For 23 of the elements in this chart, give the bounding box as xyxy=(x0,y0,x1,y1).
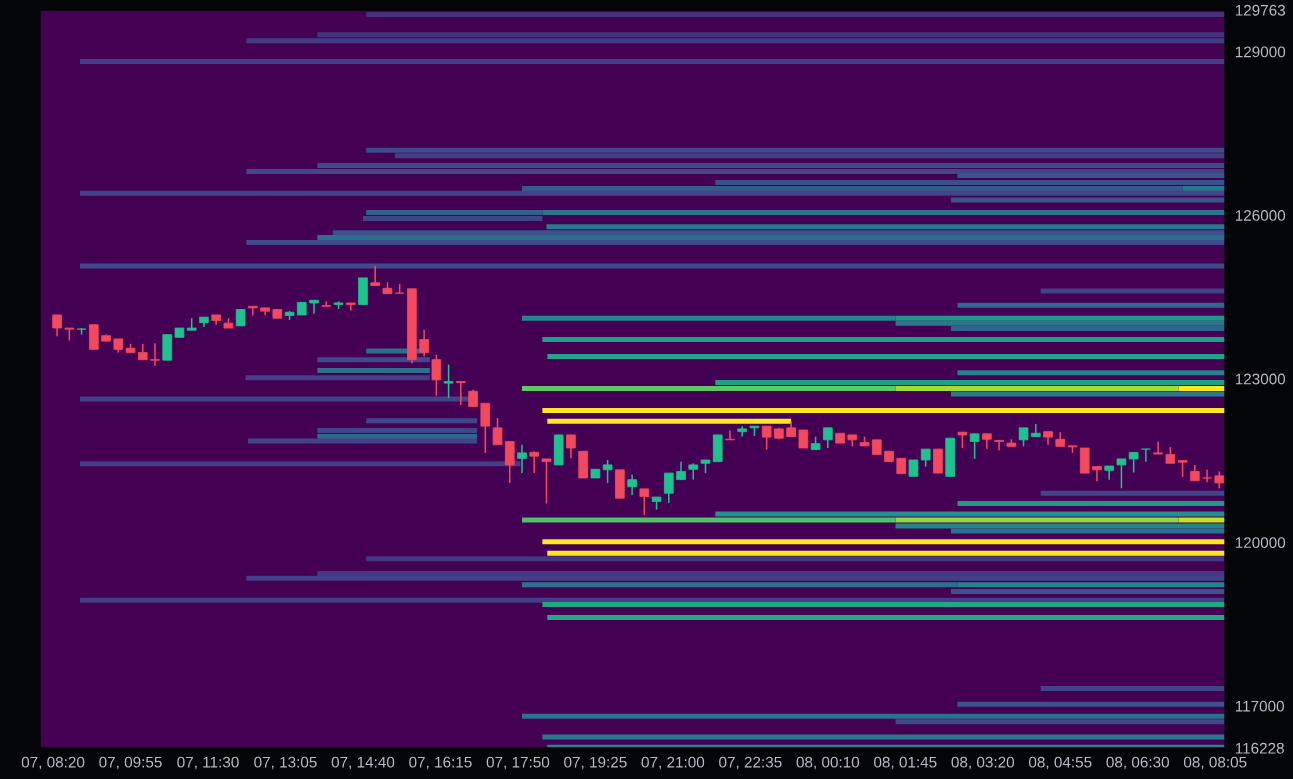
y-tick-label: 129000 xyxy=(1235,46,1286,58)
x-tick-label: 07, 21:00 xyxy=(641,756,705,770)
x-tick-label: 07, 09:55 xyxy=(99,756,162,770)
x-tick-label: 08, 00:10 xyxy=(796,756,860,770)
x-tick-label: 08, 01:45 xyxy=(874,756,937,770)
x-tick-label: 07, 08:20 xyxy=(21,756,85,770)
y-tick-label: 117000 xyxy=(1235,700,1284,712)
x-tick-label: 08, 03:20 xyxy=(951,756,1015,770)
x-tick-label: 07, 11:30 xyxy=(177,756,239,770)
y-tick-label: 129763 xyxy=(1235,4,1286,16)
x-tick-label: 07, 17:50 xyxy=(486,756,550,770)
x-tick-label: 07, 22:35 xyxy=(719,756,782,770)
x-tick-label: 08, 06:30 xyxy=(1106,756,1169,770)
x-tick-label: 08, 08:05 xyxy=(1183,756,1247,770)
y-tick-label: 116228 xyxy=(1235,742,1284,754)
x-tick-label: 07, 14:40 xyxy=(331,756,395,770)
x-tick-label: 07, 16:15 xyxy=(409,756,472,770)
y-tick-label: 123000 xyxy=(1235,373,1286,385)
y-tick-label: 126000 xyxy=(1235,210,1286,221)
x-tick-label: 07, 19:25 xyxy=(564,756,627,770)
x-tick-label: 08, 04:55 xyxy=(1029,756,1092,770)
y-tick-label: 120000 xyxy=(1235,537,1286,549)
x-tick-label: 07, 13:05 xyxy=(254,756,317,770)
